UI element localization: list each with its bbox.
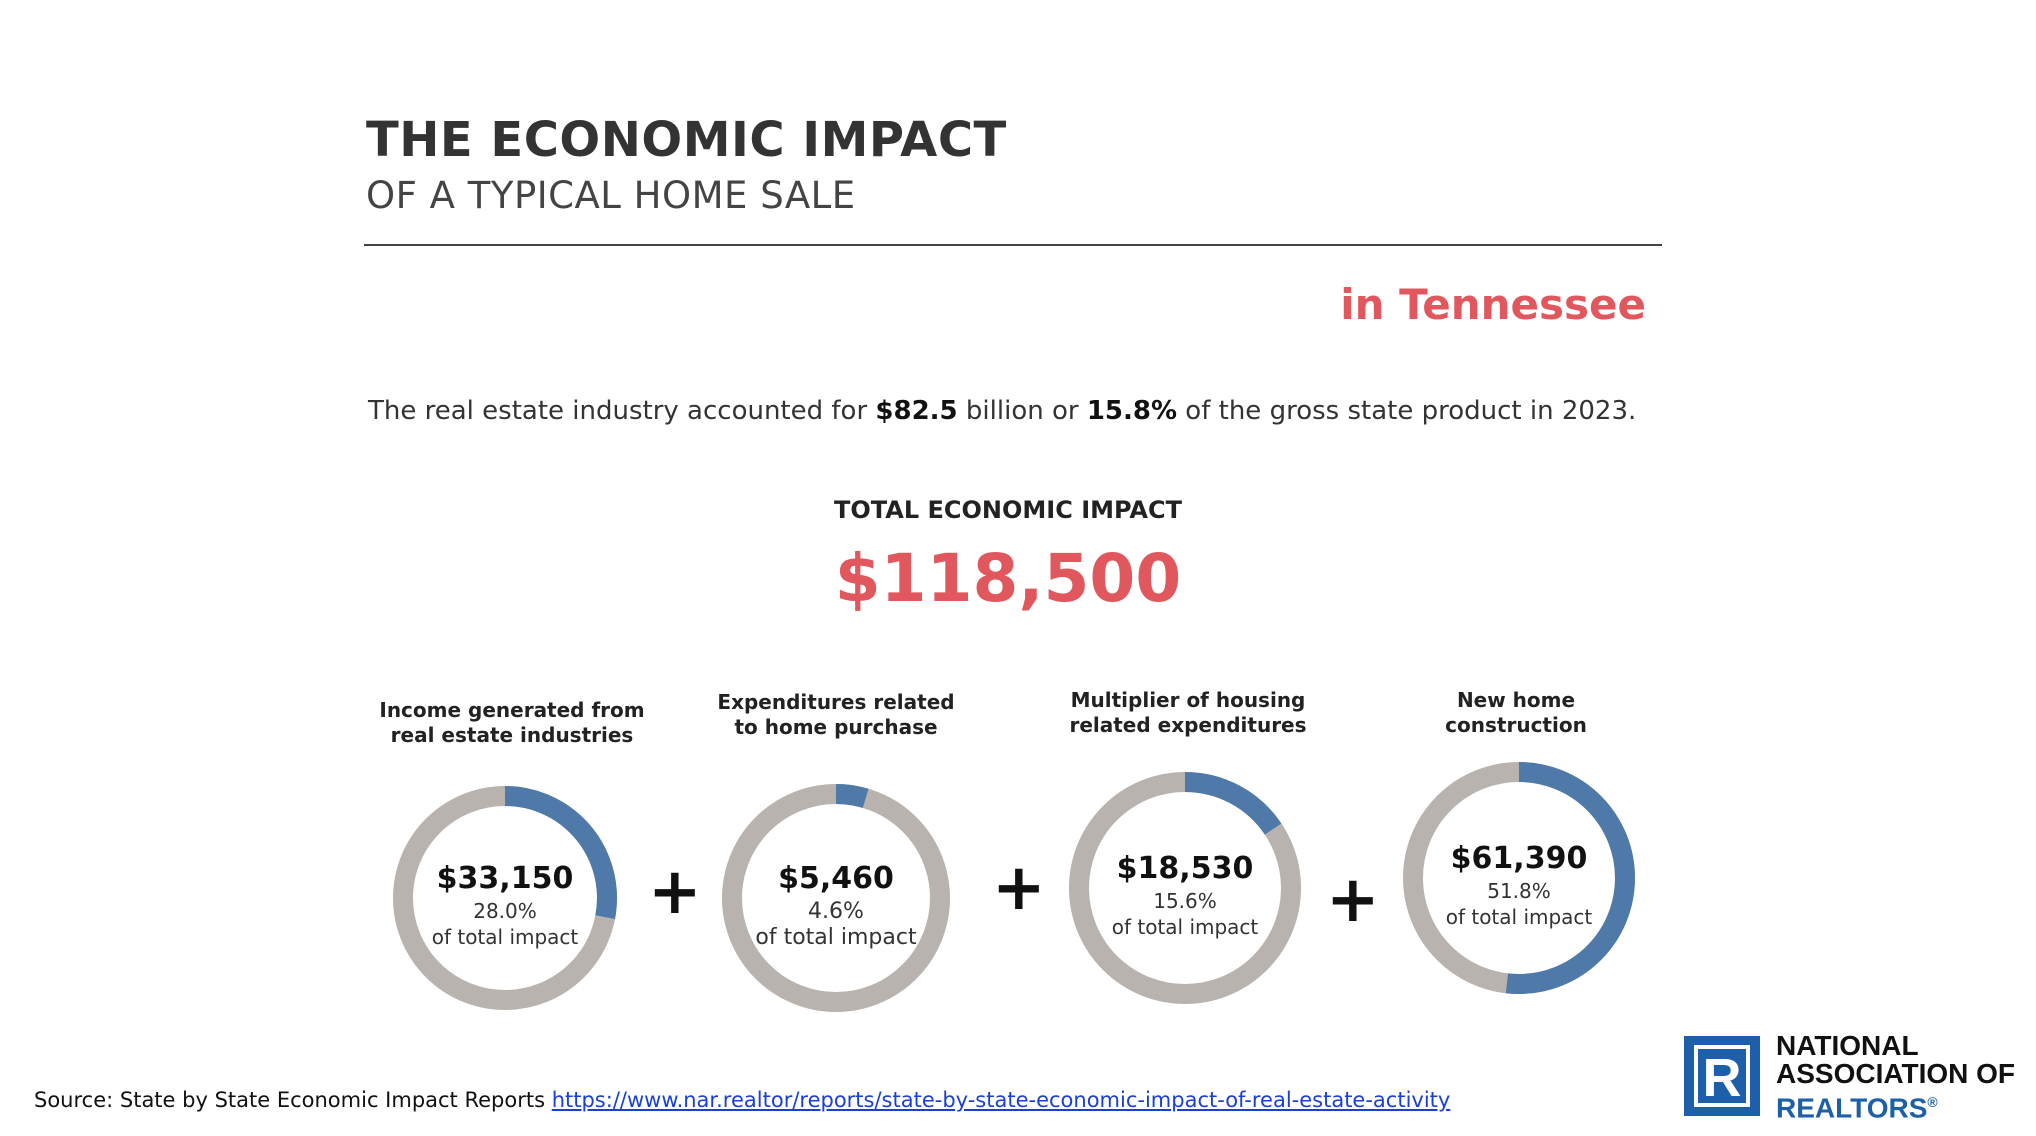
donut-amount: $61,390 <box>1451 841 1588 876</box>
plus-operator: + <box>992 851 1046 925</box>
plus-operator: + <box>1326 863 1380 937</box>
total-impact-label: TOTAL ECONOMIC IMPACT <box>834 496 1182 524</box>
donut-share-arc <box>393 786 617 1010</box>
caption-multiplier: Multiplier of housing related expenditur… <box>1028 688 1348 738</box>
donut-percent: 15.6% <box>1153 889 1217 913</box>
title-divider <box>364 244 1662 246</box>
donut-chart: $5,460 4.6%of total impact <box>722 784 950 1012</box>
source-label: Source: State by State Economic Impact R… <box>34 1088 552 1112</box>
source-note: Source: State by State Economic Impact R… <box>34 1088 1450 1112</box>
donut-percent: 4.6% <box>808 899 864 924</box>
logo-letter: R <box>1703 1048 1742 1108</box>
caption-expenditures: Expenditures related to home purchase <box>676 690 996 740</box>
donut-share-arc <box>722 784 950 1012</box>
logo-line: REALTORS® <box>1776 1088 2015 1122</box>
donut-percent: 51.8% <box>1487 879 1551 903</box>
donut-of-total: of total impact <box>432 925 579 949</box>
registered-mark: ® <box>1927 1094 1938 1110</box>
donut-of-total: of total impact <box>1112 915 1259 939</box>
industry-middle: billion or <box>957 396 1087 426</box>
caption-new-construction: New home construction <box>1356 688 1676 738</box>
donut-percent: 28.0% <box>473 899 537 923</box>
total-impact-value: $118,500 <box>834 540 1182 617</box>
donut-share-arc <box>1069 772 1301 1004</box>
caption-line: real estate industries <box>390 723 634 747</box>
page-title: THE ECONOMIC IMPACT <box>366 112 1007 168</box>
industry-suffix: of the gross state product in 2023. <box>1177 396 1637 426</box>
location-label: in Tennessee <box>1340 280 1646 329</box>
caption-income: Income generated from real estate indust… <box>352 698 672 748</box>
donut-of-total: of total impact <box>755 925 917 950</box>
donut-of-total: of total impact <box>1446 905 1593 929</box>
realtor-r-logo-icon: R <box>1684 1036 1760 1116</box>
caption-line: to home purchase <box>734 715 938 739</box>
industry-statement: The real estate industry accounted for $… <box>368 396 1636 426</box>
caption-line: construction <box>1445 713 1587 737</box>
logo-line: NATIONAL <box>1776 1030 1919 1061</box>
donut-amount: $5,460 <box>778 861 894 896</box>
donut-amount: $33,150 <box>437 861 574 896</box>
donut-remainder-ring <box>722 784 950 1012</box>
industry-amount: $82.5 <box>875 396 958 426</box>
realtor-wordmark: NATIONAL ASSOCIATION OF REALTORS® <box>1776 1032 2015 1122</box>
logo-line: ASSOCIATION OF <box>1776 1058 2016 1089</box>
caption-line: related expenditures <box>1069 713 1307 737</box>
caption-line: Expenditures related <box>717 690 955 714</box>
caption-line: Multiplier of housing <box>1070 688 1306 712</box>
industry-percent: 15.8% <box>1086 396 1178 426</box>
donut-chart: $18,530 15.6%of total impact <box>1069 772 1301 1004</box>
caption-line: New home <box>1456 688 1576 712</box>
logo-line-text: REALTORS <box>1776 1092 1928 1124</box>
industry-prefix: The real estate industry accounted for <box>368 396 876 426</box>
donut-chart: $33,150 28.0%of total impact <box>393 786 617 1010</box>
page-subtitle: OF A TYPICAL HOME SALE <box>366 174 856 217</box>
source-link[interactable]: https://www.nar.realtor/reports/state-by… <box>551 1088 1451 1112</box>
caption-line: Income generated from <box>379 698 645 722</box>
donut-share-arc <box>1403 762 1635 994</box>
plus-operator: + <box>648 855 702 929</box>
donut-chart: $61,390 51.8%of total impact <box>1403 762 1635 994</box>
donut-amount: $18,530 <box>1117 851 1254 886</box>
